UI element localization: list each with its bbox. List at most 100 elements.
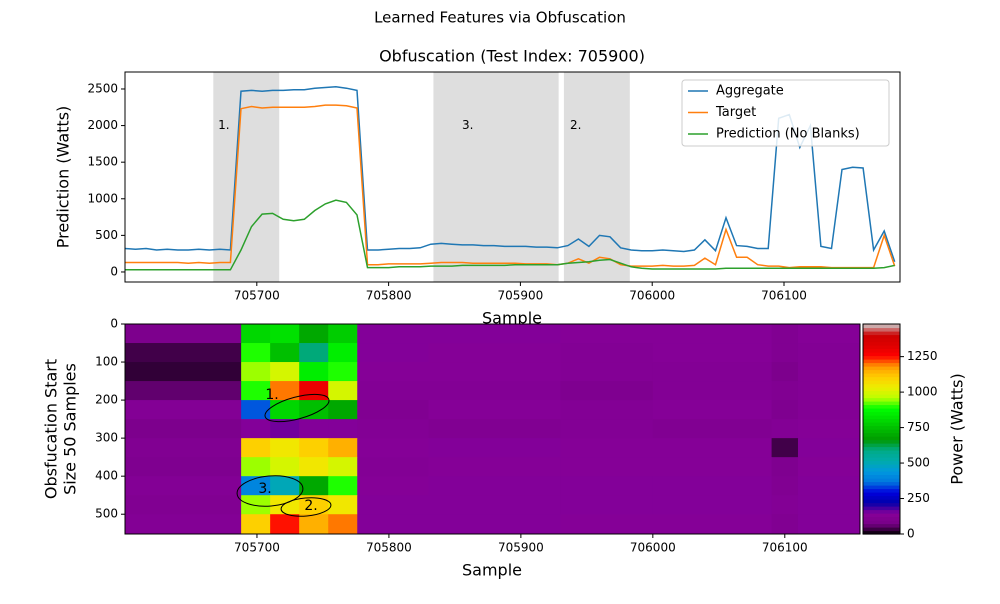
annotation-label: 1. xyxy=(265,387,278,403)
colorbar-segment xyxy=(863,527,900,532)
y-tick-label: 500 xyxy=(95,228,118,242)
heatmap-cell xyxy=(328,457,358,477)
colorbar-segment xyxy=(863,502,900,507)
heatmap-cell xyxy=(125,495,242,515)
heatmap-cell xyxy=(428,400,561,420)
colorbar-segment xyxy=(863,443,900,448)
colorbar-segment xyxy=(863,478,900,483)
heatmap-cell xyxy=(428,514,561,534)
heatmap-cell xyxy=(652,476,773,496)
colorbar-segment xyxy=(863,404,900,409)
heatmap-cell xyxy=(299,381,329,401)
heatmap-cell xyxy=(797,400,860,420)
y-tick-label: 0 xyxy=(110,317,118,331)
colorbar-segment xyxy=(863,471,900,476)
colorbar-segment xyxy=(863,425,900,430)
colorbar-segment xyxy=(863,439,900,444)
colorbar-segment xyxy=(863,506,900,511)
colorbar-segment xyxy=(863,474,900,479)
colorbar-segment xyxy=(863,460,900,465)
heatmap-cell xyxy=(270,438,300,458)
heatmap-cell xyxy=(357,324,430,344)
heatmap-cell xyxy=(357,419,430,439)
heatmap-cell xyxy=(270,362,300,382)
colorbar-segment xyxy=(863,453,900,458)
heatmap-cell xyxy=(560,381,654,401)
colorbar-segment xyxy=(863,401,900,406)
axes-frame xyxy=(124,323,861,535)
colorbar-segment xyxy=(863,446,900,451)
figure-title: Learned Features via Obfuscation xyxy=(374,9,626,27)
heatmap-cell xyxy=(652,381,773,401)
colorbar-segment xyxy=(863,411,900,416)
colorbar-segment xyxy=(863,495,900,500)
heatmap-cell xyxy=(560,438,654,458)
colorbar-segment xyxy=(863,457,900,462)
annotation-label: 2. xyxy=(304,498,317,514)
heatmap-cell xyxy=(428,419,561,439)
colorbar-segment xyxy=(863,394,900,399)
heatmap-cell xyxy=(328,438,358,458)
colorbar-segment xyxy=(863,359,900,364)
x-axis-label: Sample xyxy=(462,561,522,580)
heatmap-cell xyxy=(299,495,329,515)
heatmap-cell xyxy=(299,476,329,496)
heatmap-cell xyxy=(771,400,799,420)
y-tick-label: 400 xyxy=(95,469,118,483)
region-label: 1. xyxy=(218,118,229,132)
axes-frame xyxy=(124,71,901,283)
colorbar-segment xyxy=(863,369,900,374)
shaded-region xyxy=(433,72,559,282)
heatmap-cell xyxy=(771,362,799,382)
colorbar-tick-label: 1250 xyxy=(907,349,938,363)
colorbar-frame xyxy=(862,323,901,535)
annotation-label: 3. xyxy=(258,481,271,497)
colorbar-segment xyxy=(863,334,900,339)
heatmap-cell xyxy=(797,324,860,344)
x-tick-label: 706100 xyxy=(762,541,808,555)
colorbar-segment xyxy=(863,436,900,441)
colorbar-segment xyxy=(863,355,900,360)
heatmap-cell xyxy=(797,514,860,534)
annotation-ellipse xyxy=(280,497,332,517)
heatmap-cell xyxy=(428,324,561,344)
heatmap-cell xyxy=(560,419,654,439)
heatmap-cell xyxy=(241,400,271,420)
heatmap-cell xyxy=(125,476,242,496)
heatmap-cell xyxy=(357,457,430,477)
heatmap-cell xyxy=(357,476,430,496)
heatmap-cell xyxy=(125,514,242,534)
y-tick-label: 2000 xyxy=(87,118,118,132)
y-tick-label: 2500 xyxy=(87,81,118,95)
heatmap-cell xyxy=(652,419,773,439)
colorbar-tick-label: 750 xyxy=(907,420,930,434)
colorbar-segment xyxy=(863,418,900,423)
colorbar-label: Power (Watts) xyxy=(948,373,967,484)
heatmap-cell xyxy=(771,495,799,515)
line-axes: 1. 3. 2. 705700 705800 705900 706000 706100 0 500… xyxy=(87,71,901,303)
heatmap-cell xyxy=(560,324,654,344)
y-tick-label: 1000 xyxy=(87,191,118,205)
heatmap-cell xyxy=(357,400,430,420)
heatmap-cell xyxy=(652,495,773,515)
colorbar-segment xyxy=(863,520,900,525)
heatmap-cell xyxy=(652,457,773,477)
heatmap-cell xyxy=(428,438,561,458)
colorbar-segment xyxy=(863,324,900,329)
heatmap-cell xyxy=(299,457,329,477)
colorbar-segment xyxy=(863,366,900,371)
heatmap-cell xyxy=(328,495,358,515)
heatmap-cell xyxy=(797,495,860,515)
y-axis-label: Size 50 Samples xyxy=(61,363,80,495)
heatmap-cell xyxy=(428,362,561,382)
series-line xyxy=(125,86,896,262)
heatmap-cell xyxy=(241,457,271,477)
heatmap-cell xyxy=(357,381,430,401)
y-tick-label: 500 xyxy=(95,507,118,521)
heatmap-cell xyxy=(270,381,300,401)
heatmap-cell xyxy=(357,514,430,534)
colorbar-segment xyxy=(863,341,900,346)
heatmap-cell xyxy=(125,419,242,439)
heatmap-cell xyxy=(125,362,242,382)
heatmap-cell xyxy=(797,419,860,439)
